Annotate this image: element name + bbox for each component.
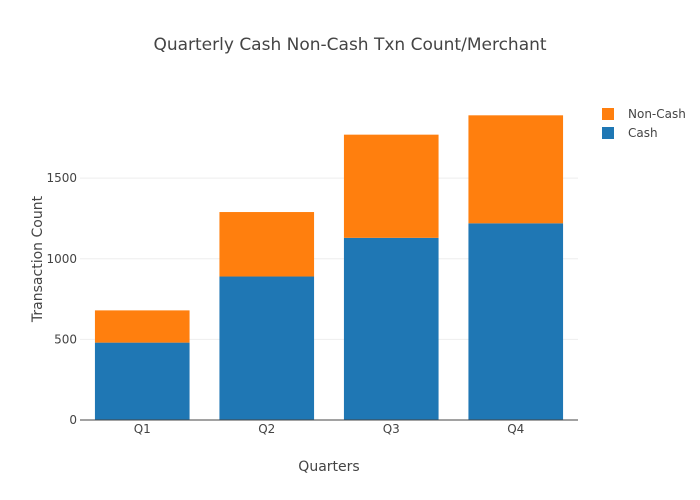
bar-cash-q2[interactable] [219, 276, 315, 420]
x-tick-label: Q1 [134, 422, 151, 436]
chart-title: Quarterly Cash Non-Cash Txn Count/Mercha… [153, 35, 546, 55]
bar-non-cash-q1[interactable] [94, 310, 190, 343]
legend-swatch [602, 108, 614, 120]
bar-cash-q1[interactable] [94, 342, 190, 420]
x-axis-ticks: Q1 Q2 Q3 Q4 [134, 422, 525, 436]
y-axis-ticks: 0 500 1000 1500 [46, 171, 77, 427]
legend-label: Non-Cash [628, 107, 686, 121]
x-tick-label: Q2 [258, 422, 275, 436]
bars [94, 115, 564, 420]
bar-non-cash-q3[interactable] [343, 134, 439, 238]
bar-non-cash-q2[interactable] [219, 212, 315, 277]
bar-cash-q4[interactable] [468, 223, 564, 420]
legend[interactable]: Non-Cash Cash [602, 107, 686, 140]
legend-label: Cash [628, 126, 658, 140]
y-tick-label: 500 [54, 332, 77, 346]
legend-swatch [602, 127, 614, 139]
y-axis-title: Transaction Count [30, 195, 46, 323]
bar-cash-q3[interactable] [343, 237, 439, 420]
x-tick-label: Q3 [383, 422, 400, 436]
x-tick-label: Q4 [507, 422, 524, 436]
y-tick-label: 1000 [46, 252, 77, 266]
y-tick-label: 1500 [46, 171, 77, 185]
x-axis-title: Quarters [298, 459, 359, 475]
bar-non-cash-q4[interactable] [468, 115, 564, 224]
y-tick-label: 0 [69, 413, 77, 427]
